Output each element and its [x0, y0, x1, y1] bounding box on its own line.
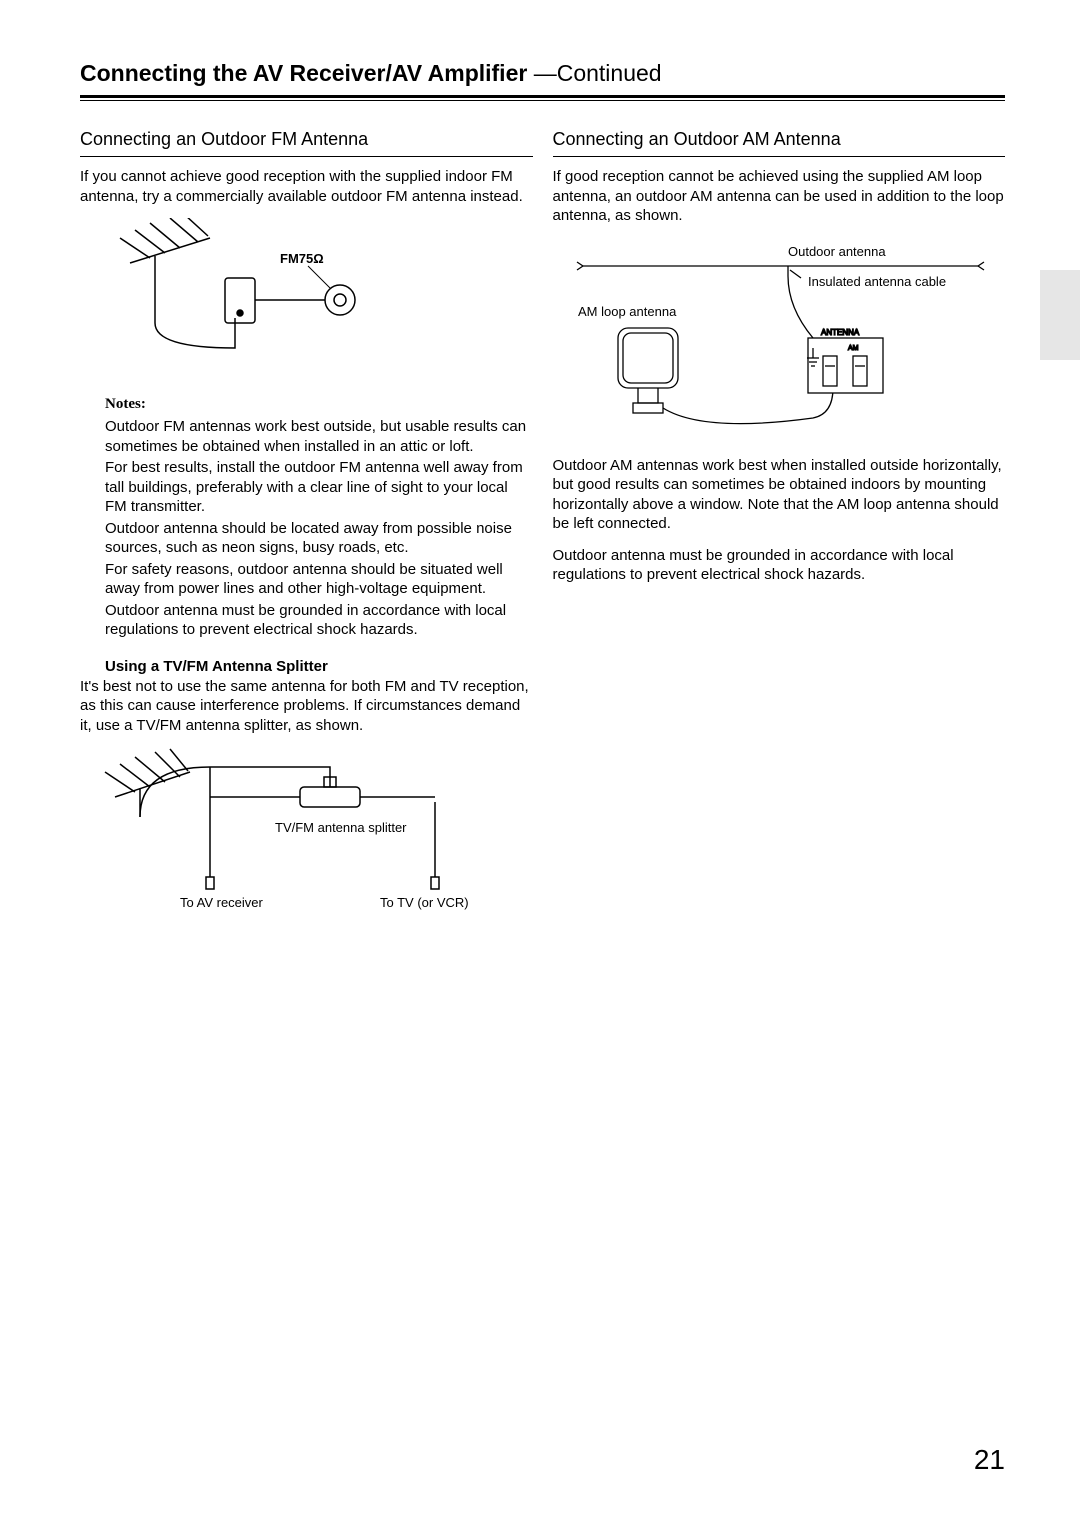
left-column: Connecting an Outdoor FM Antenna If you … — [80, 129, 533, 945]
splitter-heading: Using a TV/FM Antenna Splitter — [105, 658, 533, 675]
fm-section-heading: Connecting an Outdoor FM Antenna — [80, 129, 533, 150]
insulated-cable-label: Insulated antenna cable — [808, 274, 946, 289]
note-4: For safety reasons, outdoor antenna shou… — [105, 560, 533, 599]
page-title-main: Connecting the AV Receiver/AV Amplifier — [80, 60, 527, 86]
am-section-heading: Connecting an Outdoor AM Antenna — [553, 129, 1006, 150]
splitter-box-label: TV/FM antenna splitter — [275, 820, 407, 835]
am-loop-label: AM loop antenna — [578, 304, 677, 319]
am-section-rule — [553, 156, 1006, 157]
page-title: Connecting the AV Receiver/AV Amplifier … — [80, 60, 1005, 87]
to-av-label: To AV receiver — [180, 895, 264, 910]
splitter-paragraph: It's best not to use the same antenna fo… — [80, 677, 533, 736]
title-rule — [80, 95, 1005, 101]
two-column-layout: Connecting an Outdoor FM Antenna If you … — [80, 129, 1005, 945]
note-5: Outdoor antenna must be grounded in acco… — [105, 601, 533, 640]
fm75-label: FM75Ω — [280, 251, 324, 266]
fm-antenna-diagram: FM75Ω — [80, 218, 533, 378]
side-tab — [1040, 270, 1080, 360]
page-number: 21 — [974, 1444, 1005, 1476]
am-para-2: Outdoor AM antennas work best when insta… — [553, 456, 1006, 534]
am-antenna-diagram: Outdoor antenna Insulated antenna cable … — [553, 238, 1006, 438]
antenna-port-label: ANTENNA — [821, 328, 860, 337]
to-tv-label: To TV (or VCR) — [380, 895, 469, 910]
am-antenna-svg: Outdoor antenna Insulated antenna cable … — [553, 238, 993, 438]
page-title-continued: —Continued — [534, 60, 662, 86]
notes-body: Outdoor FM antennas work best outside, b… — [105, 417, 533, 640]
fm-antenna-svg: FM75Ω — [80, 218, 400, 378]
notes-label: Notes: — [105, 396, 533, 413]
am-intro-paragraph: If good reception cannot be achieved usi… — [553, 167, 1006, 226]
splitter-diagram: TV/FM antenna splitter To AV receiver To… — [80, 747, 533, 927]
right-column: Connecting an Outdoor AM Antenna If good… — [553, 129, 1006, 945]
note-1: Outdoor FM antennas work best outside, b… — [105, 417, 533, 456]
page-content: Connecting the AV Receiver/AV Amplifier … — [0, 0, 1080, 1005]
am-port-label: AM — [848, 345, 859, 352]
note-3: Outdoor antenna should be located away f… — [105, 519, 533, 558]
outdoor-antenna-label: Outdoor antenna — [788, 244, 886, 259]
am-para-3: Outdoor antenna must be grounded in acco… — [553, 546, 1006, 585]
fm-intro-paragraph: If you cannot achieve good reception wit… — [80, 167, 533, 206]
splitter-svg: TV/FM antenna splitter To AV receiver To… — [80, 747, 500, 927]
fm-section-rule — [80, 156, 533, 157]
note-2: For best results, install the outdoor FM… — [105, 458, 533, 517]
